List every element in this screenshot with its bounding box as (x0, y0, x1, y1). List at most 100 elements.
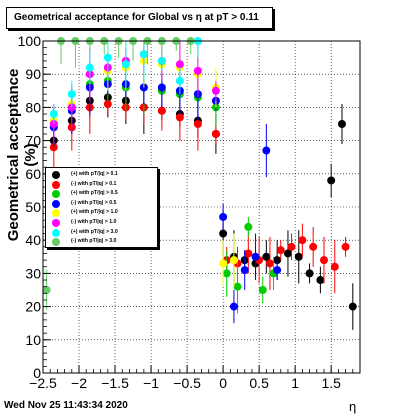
data-point (287, 242, 296, 251)
legend-label: (-) with pT/|q| > 0.1 (71, 180, 117, 187)
legend-marker (52, 219, 60, 227)
legend-label: (+) with pT/|q| > 1.0 (71, 209, 118, 216)
data-point (219, 212, 228, 221)
data-point (294, 252, 303, 261)
data-point (229, 302, 238, 311)
data-point (244, 249, 253, 258)
data-point (222, 269, 231, 278)
legend-label: (+) with pT/|q| > 3.0 (71, 228, 118, 235)
legend-label: (-) with pT/|q| > 3.0 (71, 238, 117, 245)
data-point (262, 252, 271, 261)
legend-entry: (+) with pT/|q| > 3.0 (48, 228, 156, 238)
data-point (283, 249, 292, 258)
legend-label: (+) with pT/|q| > 0.5 (71, 190, 118, 197)
data-point (262, 146, 271, 155)
data-point (219, 259, 228, 268)
data-point (139, 50, 148, 59)
y-tick-label: 30 (25, 265, 41, 281)
data-point (273, 266, 282, 275)
data-point (175, 60, 184, 69)
data-point (309, 242, 318, 251)
data-point (121, 60, 130, 69)
data-point (316, 276, 325, 285)
legend-marker (52, 199, 60, 208)
x-tick-label: −1.5 (101, 375, 129, 391)
title-box: Geometrical acceptance for Global vs η a… (6, 7, 273, 29)
data-point (193, 120, 202, 128)
y-tick-label: 40 (25, 232, 41, 248)
series-7 (49, 37, 202, 124)
legend-entry: (-) with pT/|q| > 0.5 (48, 199, 156, 209)
data-point (49, 110, 58, 119)
data-point (265, 259, 274, 268)
data-point (229, 256, 238, 265)
data-point (240, 266, 249, 275)
y-axis-label: Geometrical acceptance (%) (5, 68, 39, 242)
x-tick-label: −2 (71, 375, 87, 391)
y-tick-label: 0 (33, 365, 41, 381)
y-tick-label: 90 (25, 66, 41, 82)
y-tick-label: 60 (25, 166, 41, 182)
data-point (157, 83, 166, 92)
data-point (175, 113, 184, 122)
data-point (85, 63, 94, 72)
x-tick-label: 1.5 (321, 375, 341, 391)
legend-entry: (-) with pT/|q| > 3.0 (48, 237, 156, 247)
data-point (276, 246, 285, 255)
x-tick-label: −1 (143, 375, 159, 391)
legend-label: (-) with pT/|q| > 0.5 (71, 199, 117, 206)
y-tick-label: 50 (25, 199, 41, 215)
data-point (157, 106, 166, 115)
axis-ticks: −2.5 −2 −1.5 −1 −0.5 0 0.5 1 1.5 0 10 20 30 40 50 60 70 8… (18, 33, 361, 391)
data-point (251, 252, 260, 261)
legend-entry: (-) with pT/|q| > 0.1 (48, 180, 156, 190)
data-point (305, 269, 314, 278)
series-layer (42, 37, 357, 330)
legend-marker (52, 190, 60, 199)
series-8 (42, 37, 195, 310)
data-point (244, 222, 253, 231)
data-point (330, 262, 339, 271)
y-tick-label: 100 (18, 33, 42, 49)
data-point (219, 229, 228, 238)
legend-entry: (-) with pT/|q| > 1.0 (48, 218, 156, 228)
legend-label: (+) with pT/|q| > 0.1 (71, 171, 118, 177)
legend-marker (52, 209, 60, 218)
y-tick-label: 20 (25, 299, 41, 315)
data-point (319, 256, 328, 265)
y-tick-label: 10 (25, 332, 41, 348)
data-point (193, 66, 202, 75)
data-point (175, 76, 184, 85)
x-tick-label: −2.5 (29, 375, 57, 391)
y-tick-label: 80 (25, 99, 41, 115)
data-point (103, 100, 112, 109)
data-point (337, 120, 346, 128)
data-point (341, 242, 350, 251)
legend: (+) with pT/|q| > 0.1 (-) with pT/|q| > 0… (45, 167, 158, 248)
data-point (298, 236, 307, 245)
legend-entry: (+) with pT/|q| > 0.5 (48, 189, 156, 199)
x-tick-label: 0.5 (249, 375, 269, 391)
legend-entry: (+) with pT/|q| > 1.0 (48, 208, 156, 218)
legend-marker (52, 171, 60, 179)
chart-title: Geometrical acceptance for Global vs η a… (14, 12, 259, 23)
legend-label: (-) with pT/|q| > 1.0 (71, 219, 117, 225)
x-axis-label: η (349, 399, 357, 414)
data-point (67, 90, 76, 99)
data-point (348, 302, 357, 311)
data-point (211, 129, 220, 138)
data-point (327, 176, 336, 185)
data-point (258, 286, 267, 294)
y-tick-label: 70 (25, 133, 41, 149)
timestamp: Wed Nov 25 11:43:34 2020 (4, 400, 128, 411)
data-point (211, 86, 220, 95)
data-point (42, 286, 51, 294)
data-point (103, 53, 112, 62)
legend-marker (52, 180, 60, 189)
x-tick-label: 0 (219, 375, 227, 391)
data-point (233, 282, 242, 291)
legend-marker (52, 238, 60, 247)
x-tick-label: 1 (291, 375, 299, 391)
legend-entry: (+) with pT/|q| > 0.1 (48, 170, 156, 180)
